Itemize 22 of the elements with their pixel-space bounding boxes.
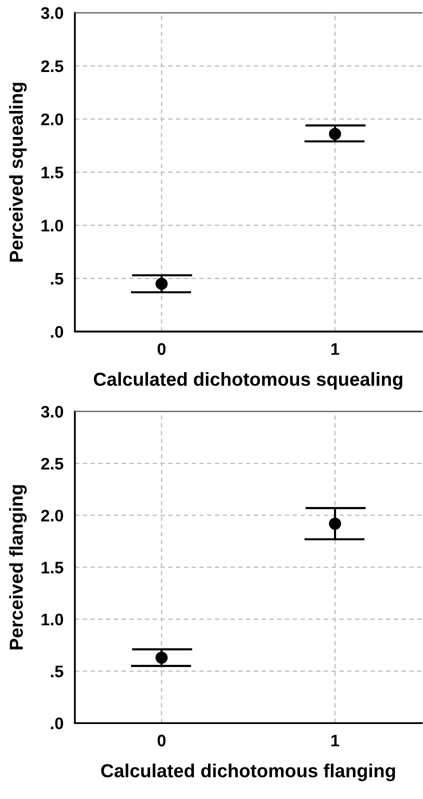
y-tick-label: 2.5 — [41, 60, 64, 72]
y-tick-label: .5 — [50, 666, 64, 678]
x-tick-label: 0 — [158, 343, 166, 355]
y-tick-label: 3.0 — [40, 7, 64, 20]
y-axis-title: Perceived squealing — [9, 82, 27, 262]
y-tick-label: 2.0 — [41, 510, 64, 522]
y-tick-label: .0 — [50, 717, 64, 730]
y-tick-label: 3.0 — [40, 406, 64, 418]
y-tick-label: .0 — [50, 326, 64, 338]
y-tick-label: 1.5 — [42, 562, 64, 574]
x-tick-label: 1 — [331, 734, 340, 746]
y-tick-label: 1.0 — [42, 220, 64, 232]
y-tick-label: 2.0 — [41, 113, 64, 126]
y-axis-title: Perceived flanging — [9, 485, 27, 650]
x-axis-title: Calculated dichotomous flanging — [101, 764, 395, 782]
y-tick-label: 1.5 — [42, 166, 64, 178]
y-tick-label: 2.5 — [41, 458, 64, 470]
x-tick-label: 1 — [331, 343, 340, 355]
y-tick-label: 1.0 — [42, 614, 64, 626]
y-tick-label: .5 — [50, 273, 64, 285]
x-tick-label: 0 — [158, 734, 166, 746]
x-axis-title: Calculated dichotomous squealing — [94, 372, 402, 390]
